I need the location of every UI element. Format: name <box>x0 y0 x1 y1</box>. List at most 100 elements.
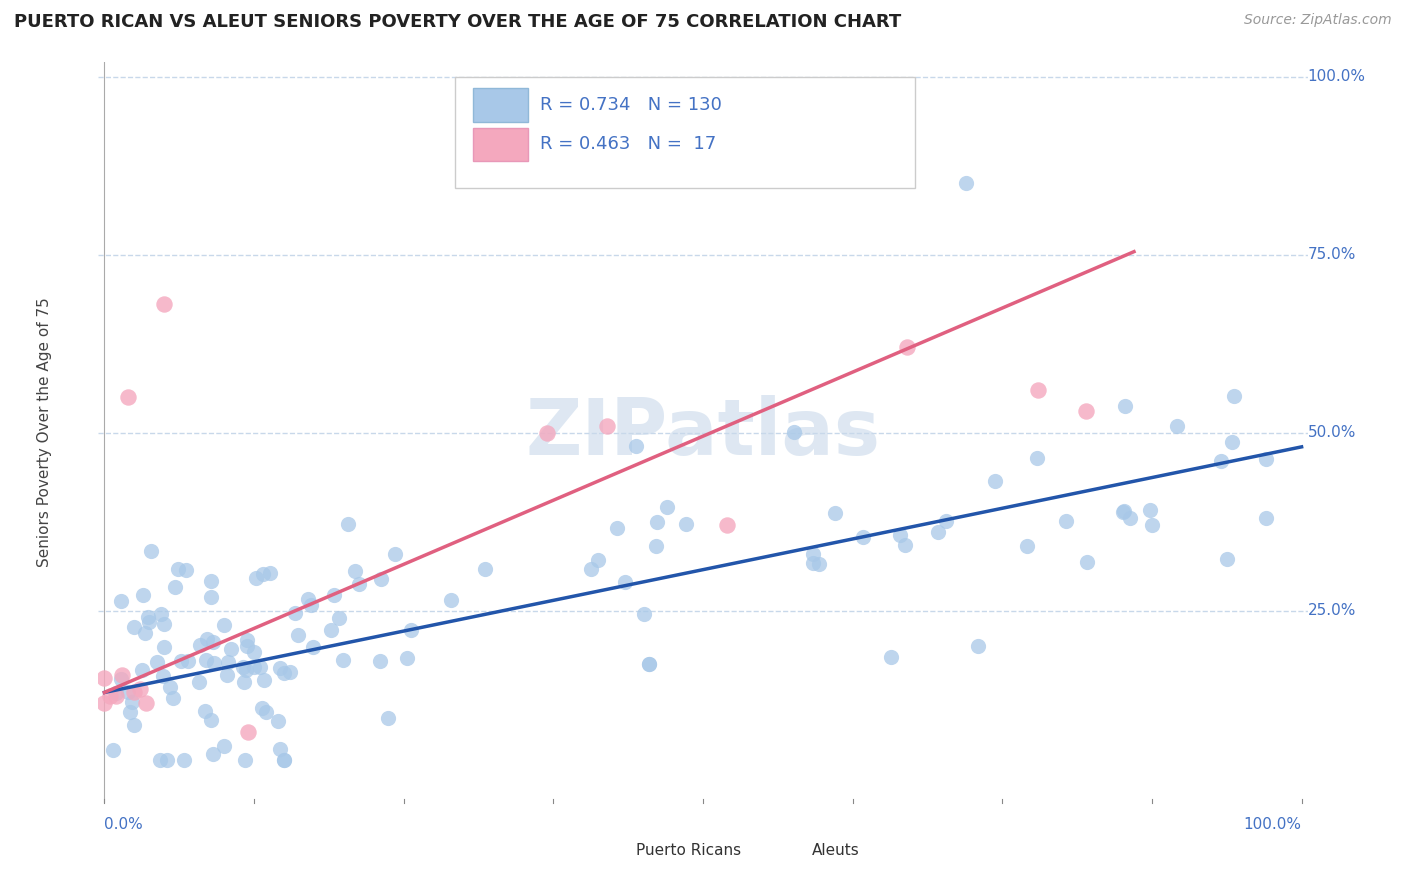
Point <box>824 506 846 520</box>
Text: 75.0%: 75.0% <box>1308 247 1355 262</box>
Point <box>110 594 132 608</box>
Point <box>232 660 254 674</box>
Text: 100.0%: 100.0% <box>1308 70 1365 84</box>
Point <box>852 530 875 544</box>
Point <box>236 639 259 653</box>
Point <box>1026 383 1049 397</box>
Point <box>377 711 399 725</box>
Point <box>117 685 139 699</box>
Point <box>132 588 155 602</box>
Text: Aleuts: Aleuts <box>811 843 859 858</box>
Point <box>269 742 291 756</box>
Point <box>284 606 307 620</box>
Point <box>194 653 217 667</box>
Point <box>299 599 322 613</box>
Point <box>200 574 222 588</box>
Point <box>153 297 176 311</box>
Point <box>955 177 977 191</box>
Point <box>221 641 243 656</box>
Point <box>194 705 217 719</box>
Point <box>188 639 211 653</box>
Point <box>337 516 360 531</box>
Point <box>896 340 918 354</box>
Point <box>214 617 236 632</box>
Point <box>474 562 496 576</box>
Point <box>200 713 222 727</box>
Point <box>105 686 128 700</box>
Text: 50.0%: 50.0% <box>1308 425 1355 440</box>
Point <box>217 655 239 669</box>
Point <box>135 696 157 710</box>
Text: ZIPatlas: ZIPatlas <box>526 394 880 471</box>
FancyBboxPatch shape <box>595 840 628 861</box>
Point <box>145 655 167 669</box>
Point <box>122 718 145 732</box>
Point <box>302 640 325 654</box>
Point <box>173 753 195 767</box>
Point <box>267 714 290 728</box>
Point <box>254 705 277 719</box>
Point <box>624 439 647 453</box>
Text: PUERTO RICAN VS ALEUT SENIORS POVERTY OVER THE AGE OF 75 CORRELATION CHART: PUERTO RICAN VS ALEUT SENIORS POVERTY OV… <box>14 13 901 31</box>
Point <box>347 576 370 591</box>
Point <box>889 528 911 542</box>
Text: 25.0%: 25.0% <box>1308 603 1355 618</box>
Text: Source: ZipAtlas.com: Source: ZipAtlas.com <box>1244 13 1392 28</box>
Point <box>613 575 636 590</box>
Point <box>1254 451 1277 466</box>
Point <box>808 558 831 572</box>
Point <box>195 632 218 646</box>
Point <box>536 425 558 440</box>
Point <box>606 521 628 535</box>
Point <box>139 544 162 558</box>
Point <box>1017 539 1039 553</box>
Point <box>136 609 159 624</box>
FancyBboxPatch shape <box>456 78 915 188</box>
Point <box>783 425 806 439</box>
Point <box>202 747 225 762</box>
Point <box>645 539 668 553</box>
Point <box>100 689 122 703</box>
Point <box>117 390 139 404</box>
Point <box>118 706 141 720</box>
Text: 100.0%: 100.0% <box>1243 817 1302 832</box>
Point <box>1111 505 1133 519</box>
Point <box>156 753 179 767</box>
Point <box>242 660 264 674</box>
Point <box>236 724 259 739</box>
Point <box>1222 389 1244 403</box>
Point <box>596 418 619 433</box>
Point <box>110 673 132 687</box>
Point <box>152 640 174 654</box>
Point <box>253 673 276 687</box>
Point <box>1139 503 1161 517</box>
FancyBboxPatch shape <box>474 88 527 121</box>
Point <box>287 627 309 641</box>
Point <box>170 654 193 668</box>
Point <box>124 685 146 699</box>
Point <box>269 661 291 675</box>
Point <box>148 753 170 767</box>
Point <box>927 525 949 540</box>
Text: R = 0.463   N =  17: R = 0.463 N = 17 <box>540 135 716 153</box>
Point <box>166 562 188 576</box>
Point <box>201 634 224 648</box>
Text: R = 0.734   N = 130: R = 0.734 N = 130 <box>540 96 721 114</box>
Point <box>273 753 295 767</box>
Point <box>273 753 295 767</box>
Point <box>163 580 186 594</box>
Point <box>675 516 697 531</box>
Point <box>344 564 367 578</box>
Point <box>1166 419 1188 434</box>
Point <box>1215 551 1237 566</box>
Point <box>93 696 115 710</box>
Point <box>935 514 957 528</box>
Point <box>395 651 418 665</box>
Point <box>1220 435 1243 450</box>
Point <box>273 666 295 681</box>
Point <box>131 663 153 677</box>
Point <box>1114 399 1136 413</box>
FancyBboxPatch shape <box>769 840 803 861</box>
Text: Puerto Ricans: Puerto Ricans <box>637 843 741 858</box>
Point <box>384 547 406 561</box>
